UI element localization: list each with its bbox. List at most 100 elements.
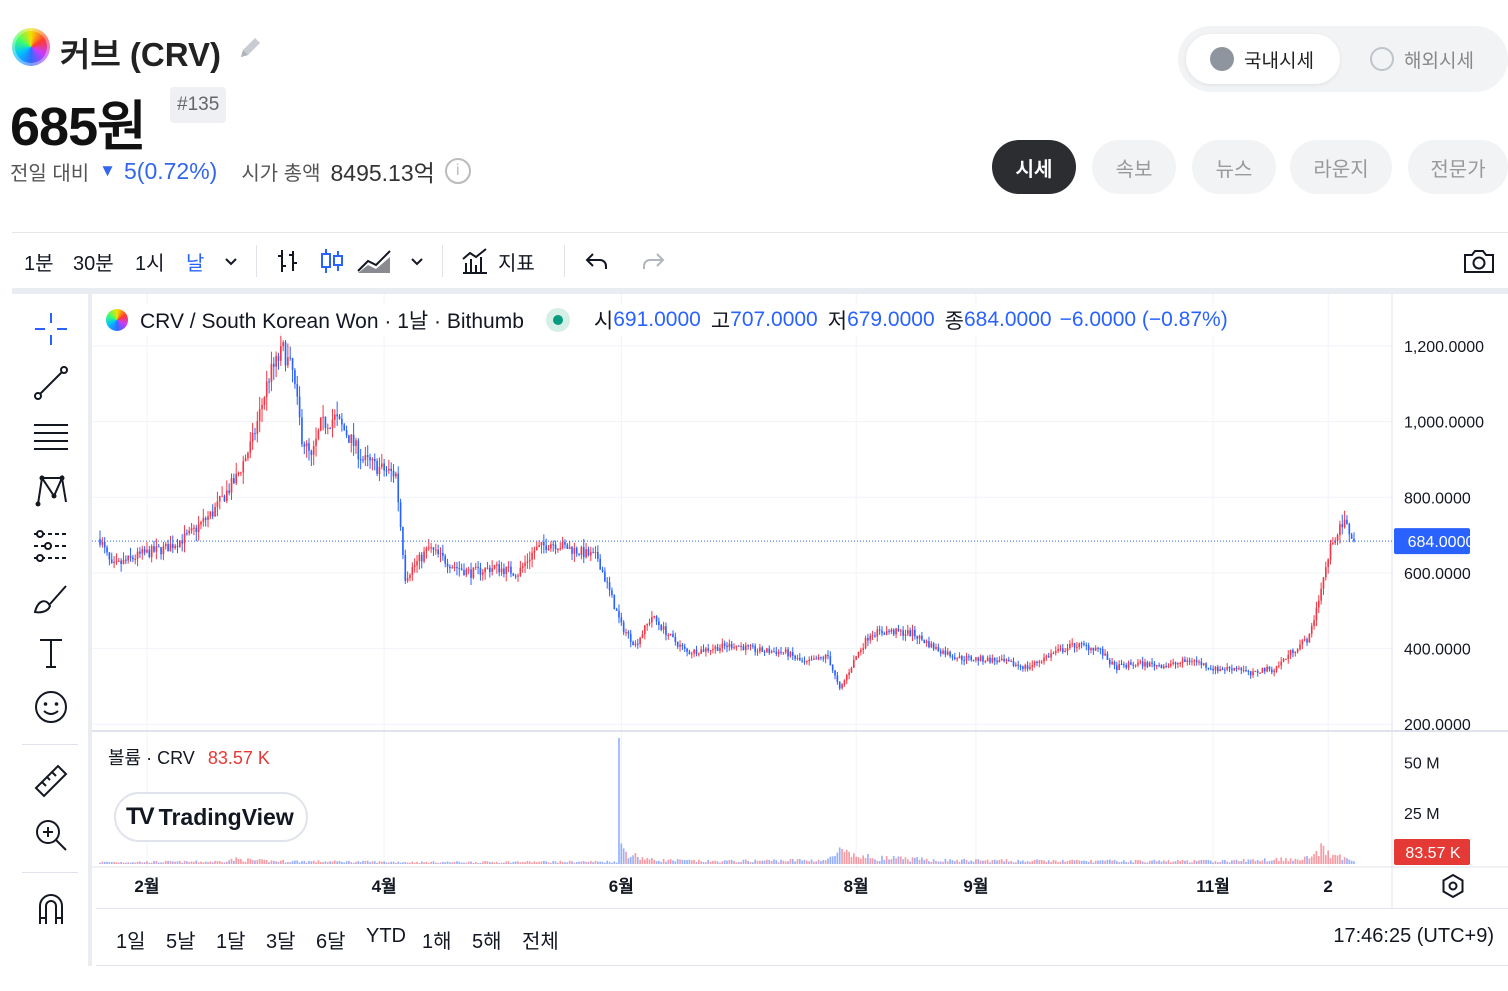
price-chart[interactable]: 1,200.0000 1,000.0000 800.0000 600.0000 400.… [92,294,1508,908]
volume-bar [1155,861,1158,864]
candle-body [1097,647,1099,649]
tab-price[interactable]: 시세 [992,140,1076,194]
candle-body [1350,534,1353,539]
volume-bar [766,859,768,864]
volume-bar [1296,859,1299,864]
range-all[interactable]: 전체 [522,931,559,953]
domestic-price-button[interactable]: 국내시세 [1186,34,1340,84]
candle-body [207,516,209,520]
candle-body [566,544,569,549]
volume-bar [1057,862,1059,864]
area-chart-icon[interactable] [356,247,394,275]
tab-lounge[interactable]: 라운지 [1290,140,1392,194]
candle-body [747,645,749,647]
candle-body [411,567,414,575]
range-1m[interactable]: 1달 [216,931,246,953]
volume-bar [906,859,909,864]
volume-bar [1024,861,1027,864]
interval-1h[interactable]: 1시 [135,252,165,275]
tab-news[interactable]: 뉴스 [1192,140,1276,194]
range-ytd[interactable]: YTD [366,925,406,947]
interval-30m[interactable]: 30분 [73,252,114,275]
candle-body [439,552,442,554]
range-5y[interactable]: 5해 [472,931,502,953]
volume-series [99,738,1355,864]
volume-bar [279,860,282,864]
overseas-price-button[interactable]: 해외시세 [1348,34,1498,84]
interval-1m[interactable]: 1분 [24,252,54,275]
text-icon[interactable] [32,634,70,672]
candle-body [1040,661,1043,663]
volume-bar [228,860,230,864]
candle-body [129,555,132,558]
volume-bar [1327,850,1329,864]
volume-bar [860,858,862,864]
volume-bar [1003,861,1005,864]
volume-bar [193,861,195,864]
tradingview-logo[interactable]: TV TradingView [114,792,308,842]
crosshair-icon[interactable] [32,310,70,348]
range-3m[interactable]: 3달 [266,931,296,953]
chart-settings-icon[interactable] [1442,873,1464,899]
range-6m[interactable]: 6달 [316,931,346,953]
pattern-icon[interactable] [32,472,70,510]
tab-expert[interactable]: 전문가 [1408,140,1508,194]
legend-change: −6.0000 (−0.87%) [1059,308,1228,331]
ruler-icon[interactable] [32,762,70,800]
redo-icon[interactable] [640,249,666,273]
camera-icon[interactable] [1462,247,1496,275]
bar-chart-icon[interactable] [274,247,302,275]
chevron-down-icon[interactable] [408,252,426,270]
tab-breaking[interactable]: 속보 [1092,140,1176,194]
pencil-icon[interactable] [234,32,266,64]
forecast-icon[interactable] [32,526,70,564]
volume-bar [174,861,176,864]
range-5d[interactable]: 5날 [166,931,196,953]
volume-bar [284,862,287,864]
info-icon[interactable]: i [444,158,471,184]
volume-bar [1113,859,1116,864]
candle-body [503,568,505,575]
candle-body [528,559,531,562]
volume-bar [200,861,202,864]
chevron-down-icon[interactable] [222,252,240,270]
volume-bar [362,860,364,864]
zoom-in-icon[interactable] [32,816,70,854]
volume-bar [1329,857,1332,864]
volume-bar [1317,856,1320,864]
indicators-icon[interactable] [460,247,490,275]
volume-bar [618,738,620,864]
range-1d[interactable]: 1일 [116,931,146,953]
volume-bar [157,862,160,864]
volume-bar [1247,859,1250,864]
indicators-label[interactable]: 지표 [498,252,535,275]
y-tick-label: 1,000.0000 [1404,415,1484,432]
volume-bar [446,861,449,864]
trend-line-icon[interactable] [32,364,70,402]
volume-bar [1040,859,1043,864]
undo-icon[interactable] [584,249,610,273]
candle-body [1329,543,1332,560]
fib-lines-icon[interactable] [32,418,70,456]
interval-1d[interactable]: 날 [186,252,205,275]
candle-body [1123,664,1125,666]
clock[interactable]: 17:46:25 (UTC+9) [1333,925,1494,947]
magnet-icon[interactable] [32,890,70,928]
candle-body [998,660,1001,663]
candle-body [322,416,324,418]
candle-body [752,645,754,647]
volume-bar [263,859,266,864]
volume-bar [798,859,801,864]
legend-symbol[interactable]: CRV / South Korean Won · 1날 · Bithumb [140,310,524,333]
candle-body [592,552,594,554]
emoji-icon[interactable] [32,688,70,726]
brush-icon[interactable] [32,580,70,618]
volume-bar [1120,861,1123,864]
candle-body [979,656,982,661]
candle-body [341,418,343,425]
volume-bar [564,862,566,864]
volume-bar [895,858,897,864]
volume-bar [888,859,890,864]
candle-chart-icon[interactable] [318,247,346,275]
range-1y[interactable]: 1해 [422,931,452,953]
